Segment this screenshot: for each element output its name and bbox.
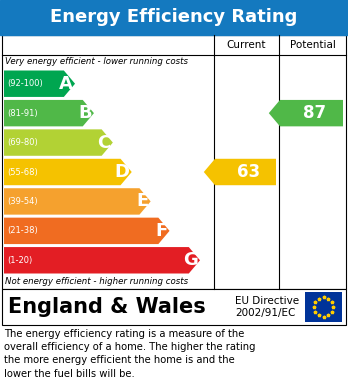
Text: (55-68): (55-68) <box>7 167 38 176</box>
Polygon shape <box>4 70 75 97</box>
Polygon shape <box>4 129 113 156</box>
Text: E: E <box>136 192 149 210</box>
Text: B: B <box>78 104 92 122</box>
Text: EU Directive
2002/91/EC: EU Directive 2002/91/EC <box>235 296 299 318</box>
Text: Current: Current <box>227 40 266 50</box>
Text: 63: 63 <box>237 163 260 181</box>
Text: Potential: Potential <box>290 40 335 50</box>
Text: D: D <box>115 163 130 181</box>
Bar <box>0 0 348 35</box>
Text: (1-20): (1-20) <box>7 256 32 265</box>
Polygon shape <box>4 247 200 273</box>
Text: F: F <box>155 222 167 240</box>
Text: England & Wales: England & Wales <box>8 297 206 317</box>
Polygon shape <box>4 188 151 215</box>
Polygon shape <box>4 159 132 185</box>
Polygon shape <box>4 100 94 126</box>
Polygon shape <box>269 100 343 126</box>
Bar <box>2 289 346 325</box>
Text: G: G <box>183 251 198 269</box>
Text: (69-80): (69-80) <box>7 138 38 147</box>
Text: (81-91): (81-91) <box>7 109 38 118</box>
Text: A: A <box>59 75 73 93</box>
Text: The energy efficiency rating is a measure of the
overall efficiency of a home. T: The energy efficiency rating is a measur… <box>4 329 255 378</box>
Text: Very energy efficient - lower running costs: Very energy efficient - lower running co… <box>5 57 188 66</box>
Text: (92-100): (92-100) <box>7 79 43 88</box>
Bar <box>2 35 346 289</box>
Polygon shape <box>4 218 169 244</box>
Text: (21-38): (21-38) <box>7 226 38 235</box>
Text: Energy Efficiency Rating: Energy Efficiency Rating <box>50 9 298 27</box>
Text: C: C <box>97 134 111 152</box>
Text: Not energy efficient - higher running costs: Not energy efficient - higher running co… <box>5 278 188 287</box>
Text: 87: 87 <box>303 104 326 122</box>
Text: (39-54): (39-54) <box>7 197 38 206</box>
Polygon shape <box>204 159 276 185</box>
Bar <box>305 292 342 322</box>
